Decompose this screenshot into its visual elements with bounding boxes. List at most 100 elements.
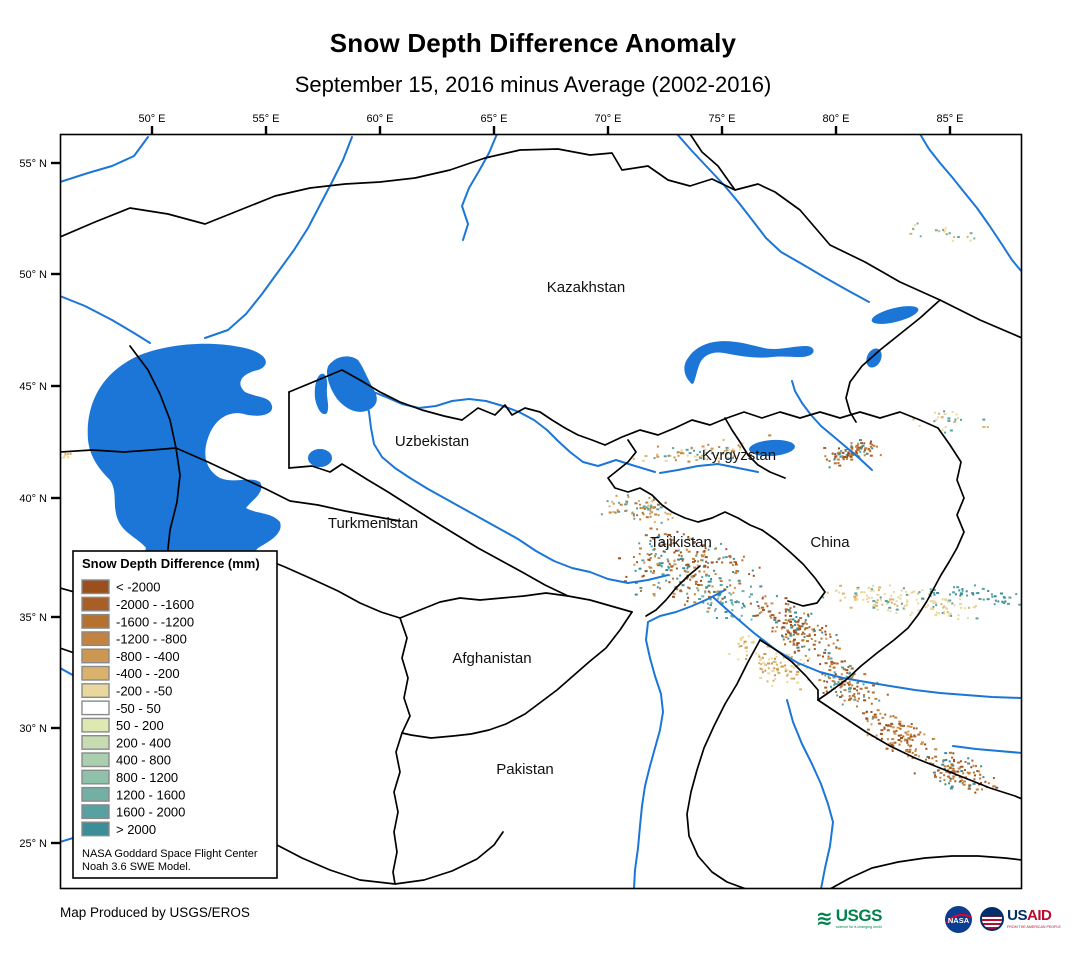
lon-tick-label: 70° E [594,113,621,125]
river [659,463,759,474]
usaid-logo-icon: USAID FROM THE AMERICAN PEOPLE [980,907,1080,931]
legend-entry-label: 800 - 1200 [116,770,178,785]
border-line [645,565,701,617]
legend-entry-label: 1600 - 2000 [116,805,185,820]
legend-swatch [81,648,110,664]
legend-swatch [81,596,110,612]
graticule-labels: 50° E 55° E 60° E 65° E 70° E 75° E 80° E 85° E… [19,113,963,850]
legend-entry-label: -800 - -400 [116,649,180,664]
producer-credit: Map Produced by USGS/EROS [60,905,250,920]
lon-tick-label: 60° E [366,113,393,125]
border-line [607,439,763,531]
legend-entry-label: -400 - -200 [116,666,180,681]
border-line [288,369,463,421]
legend-swatch [81,717,110,733]
lat-tick-label: 45° N [19,381,47,393]
country-label-turkmenistan: Turkmenistan [328,515,418,532]
legend-title: Snow Depth Difference (mm) [82,556,260,571]
legend-entry-label: -1200 - -800 [116,632,187,647]
border-line [761,529,826,607]
legend-entry-label: 400 - 800 [116,753,171,768]
river [952,745,1021,754]
legend-entry-label: > 2000 [116,822,156,837]
lat-tick-label: 30° N [19,723,47,735]
map-title: Snow Depth Difference Anomaly [329,28,737,58]
country-label-afghanistan: Afghanistan [452,650,531,667]
legend-swatch [81,769,110,785]
legend-swatch [81,613,110,629]
legend-entry-label: -2000 - -1600 [116,597,194,612]
anomaly-speckles [61,222,1021,794]
border-line [724,417,786,479]
border-line [817,699,1021,800]
legend-entry-label: -1600 - -1200 [116,614,194,629]
aral-sea [314,356,377,415]
border-line [61,447,177,453]
lat-tick-label: 35° N [19,612,47,624]
usgs-tagline: science for a changing world [835,924,882,929]
usaid-logo-text-us: US [1007,906,1027,924]
river [61,136,149,183]
legend-entry-label: < -2000 [116,580,160,595]
lon-tick-label: 55° E [252,113,279,125]
country-label-kyrgyzstan: Kyrgyzstan [702,447,776,464]
border-line [567,595,633,613]
border-line [399,592,569,619]
border-line [689,135,736,191]
nasa-logo-icon: NASA [945,905,973,933]
border-line [399,617,411,734]
lat-tick-label: 25° N [19,838,47,850]
legend-entry-label: 50 - 200 [116,718,164,733]
border-line [61,148,1021,339]
usaid-tagline: FROM THE AMERICAN PEOPLE [1007,924,1062,929]
border-line [175,447,401,522]
border-line [830,855,1021,888]
legend-entry-label: 1200 - 1600 [116,787,185,802]
country-borders [61,135,1021,888]
border-line [401,611,633,739]
agency-logos: ≋ USGS science for a changing world NASA… [816,903,1080,935]
legend-credit-line: Noah 3.6 SWE Model. [82,861,191,873]
border-line [759,639,819,701]
legend-swatch [81,700,110,716]
legend-entry-label: 200 - 400 [116,735,171,750]
usgs-logo-icon: ≋ USGS science for a changing world [816,907,937,931]
country-label-china: China [810,534,850,551]
border-line [845,299,941,423]
legend-entry-label: -200 - -50 [116,684,172,699]
river [61,295,151,344]
river [633,589,726,888]
lon-tick-label: 65° E [480,113,507,125]
legend-swatch [81,786,110,802]
lat-tick-label: 50° N [19,269,47,281]
river [359,387,669,584]
border-line [461,404,606,446]
lake-balkhash [684,341,814,384]
legend-swatch [81,735,110,750]
lake [749,439,795,457]
lake [308,449,332,467]
country-label-kazakhstan: Kazakhstan [547,279,625,296]
river [461,135,498,241]
lon-tick-label: 80° E [822,113,849,125]
usaid-logo-text-aid: AID [1027,906,1052,924]
legend-swatch [81,579,110,595]
country-label-tajikistan: Tajikistan [650,534,712,551]
legend-swatch [81,683,110,698]
legend-entry-label: -50 - 50 [116,701,161,716]
lon-tick-label: 75° E [708,113,735,125]
river [712,596,1021,699]
river [204,136,353,339]
border-line [686,639,761,888]
lake [871,306,919,324]
river [791,380,873,471]
map-frame [59,133,1023,890]
legend: Snow Depth Difference (mm) < -2000 -2000 -… [72,550,278,879]
usgs-logo-text: USGS [835,906,883,925]
river [676,135,870,303]
usaid-seal-icon [980,907,1005,931]
border-line [257,555,401,619]
legend-swatch [81,752,110,768]
